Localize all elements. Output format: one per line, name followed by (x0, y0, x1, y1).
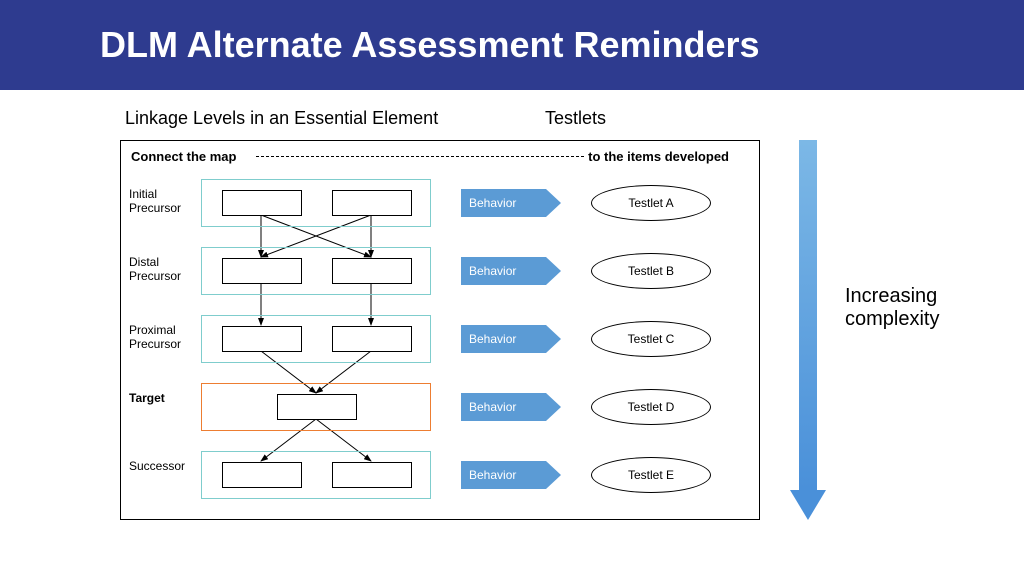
map-node (332, 462, 412, 488)
content-area: Linkage Levels in an Essential Element T… (0, 90, 1024, 576)
row-label: Proximal Precursor (129, 323, 199, 351)
linkage-label: Linkage Levels in an Essential Element (125, 108, 438, 129)
behavior-arrow: Behavior (461, 393, 561, 421)
map-node (222, 258, 302, 284)
row-group (201, 451, 431, 499)
items-header: to the items developed (588, 149, 729, 164)
complexity-line2: complexity (845, 308, 939, 331)
diagram-box: Connect the map to the items developed I… (120, 140, 760, 520)
testlet-oval: Testlet A (591, 185, 711, 221)
map-node (222, 462, 302, 488)
behavior-arrow: Behavior (461, 257, 561, 285)
dashed-connector (256, 156, 584, 157)
testlet-oval: Testlet E (591, 457, 711, 493)
map-node (332, 258, 412, 284)
testlet-oval: Testlet B (591, 253, 711, 289)
diagram-row: Initial Precursor Behavior Testlet A (121, 173, 759, 233)
diagram-row: Target Behavior Testlet D (121, 377, 759, 437)
row-label: Distal Precursor (129, 255, 199, 283)
diagram-row: Successor Behavior Testlet E (121, 445, 759, 505)
map-node (222, 326, 302, 352)
behavior-arrow: Behavior (461, 189, 561, 217)
map-node (332, 326, 412, 352)
behavior-arrow: Behavior (461, 325, 561, 353)
diagram-row: Distal Precursor Behavior Testlet B (121, 241, 759, 301)
row-group (201, 179, 431, 227)
row-label: Initial Precursor (129, 187, 199, 215)
map-node (222, 190, 302, 216)
row-group (201, 383, 431, 431)
row-group (201, 315, 431, 363)
testlet-oval: Testlet C (591, 321, 711, 357)
row-label: Target (129, 391, 199, 405)
testlets-label: Testlets (545, 108, 606, 129)
page-title: DLM Alternate Assessment Reminders (100, 24, 760, 66)
complexity-line1: Increasing (845, 285, 939, 308)
testlet-oval: Testlet D (591, 389, 711, 425)
row-label: Successor (129, 459, 199, 473)
map-node (277, 394, 357, 420)
diagram-row: Proximal Precursor Behavior Testlet C (121, 309, 759, 369)
complexity-label: Increasing complexity (845, 285, 939, 331)
behavior-arrow: Behavior (461, 461, 561, 489)
header-bar: DLM Alternate Assessment Reminders (0, 0, 1024, 90)
row-group (201, 247, 431, 295)
map-node (332, 190, 412, 216)
map-header: Connect the map (131, 149, 236, 164)
complexity-arrow-icon (790, 140, 826, 525)
